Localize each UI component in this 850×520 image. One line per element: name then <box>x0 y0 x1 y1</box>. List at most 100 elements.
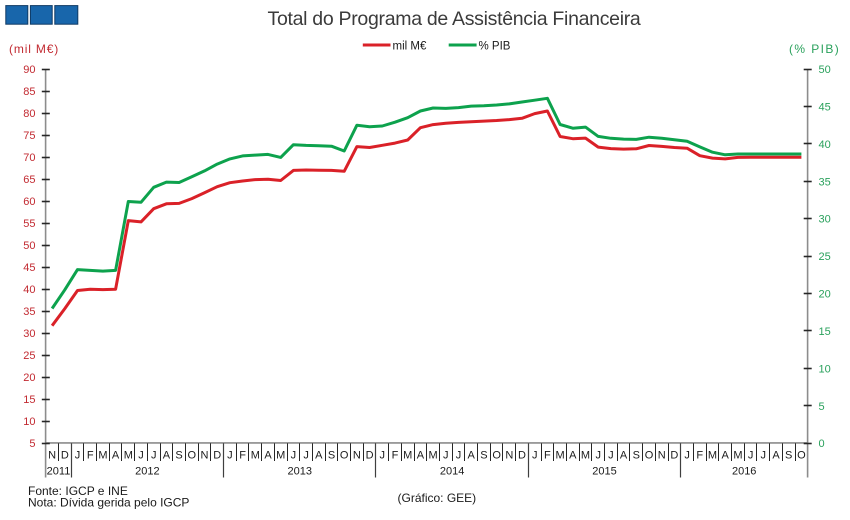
svg-text:2016: 2016 <box>732 466 756 478</box>
svg-text:J: J <box>380 450 386 462</box>
svg-text:65: 65 <box>23 174 35 186</box>
svg-text:M: M <box>581 450 590 462</box>
svg-text:45: 45 <box>819 102 831 114</box>
svg-text:D: D <box>213 450 221 462</box>
svg-text:2012: 2012 <box>135 466 159 478</box>
svg-text:20: 20 <box>819 289 831 301</box>
svg-text:M: M <box>276 450 285 462</box>
svg-text:Fonte: IGCP e INE: Fonte: IGCP e INE <box>28 484 128 498</box>
svg-text:A: A <box>569 450 577 462</box>
svg-text:0: 0 <box>819 438 825 450</box>
svg-text:S: S <box>480 450 487 462</box>
svg-text:O: O <box>188 450 197 462</box>
svg-text:25: 25 <box>819 251 831 263</box>
svg-text:J: J <box>151 450 157 462</box>
svg-text:N: N <box>48 450 56 462</box>
svg-text:A: A <box>163 450 171 462</box>
svg-text:N: N <box>201 450 209 462</box>
svg-text:D: D <box>366 450 374 462</box>
svg-text:J: J <box>138 450 144 462</box>
svg-text:O: O <box>340 450 349 462</box>
svg-text:40: 40 <box>23 284 35 296</box>
svg-text:O: O <box>645 450 654 462</box>
svg-text:Total do Programa de Assistênc: Total do Programa de Assistência Finance… <box>268 8 641 30</box>
svg-text:A: A <box>722 450 730 462</box>
svg-text:N: N <box>353 450 361 462</box>
svg-text:(% PIB): (% PIB) <box>789 42 840 56</box>
svg-text:F: F <box>544 450 551 462</box>
svg-text:D: D <box>518 450 526 462</box>
svg-text:10: 10 <box>819 363 831 375</box>
svg-text:35: 35 <box>23 306 35 318</box>
svg-text:70: 70 <box>23 152 35 164</box>
svg-text:A: A <box>112 450 120 462</box>
svg-text:2011: 2011 <box>47 466 71 478</box>
svg-text:90: 90 <box>23 64 35 76</box>
svg-text:J: J <box>303 450 309 462</box>
svg-text:M: M <box>124 450 133 462</box>
svg-text:J: J <box>443 450 449 462</box>
svg-text:50: 50 <box>23 240 35 252</box>
svg-text:A: A <box>468 450 476 462</box>
svg-text:J: J <box>291 450 297 462</box>
svg-text:M: M <box>251 450 260 462</box>
svg-text:2013: 2013 <box>288 466 312 478</box>
svg-text:5: 5 <box>29 438 35 450</box>
svg-text:F: F <box>696 450 703 462</box>
svg-text:J: J <box>748 450 754 462</box>
svg-text:20: 20 <box>23 372 35 384</box>
svg-text:N: N <box>505 450 513 462</box>
svg-text:J: J <box>595 450 601 462</box>
svg-text:M: M <box>556 450 565 462</box>
svg-text:75: 75 <box>23 130 35 142</box>
svg-text:O: O <box>492 450 501 462</box>
svg-text:M: M <box>98 450 107 462</box>
svg-text:M: M <box>429 450 438 462</box>
svg-text:J: J <box>684 450 690 462</box>
svg-text:55: 55 <box>23 218 35 230</box>
svg-text:(Gráfico: GEE): (Gráfico: GEE) <box>398 491 477 505</box>
svg-text:10: 10 <box>23 416 35 428</box>
svg-text:F: F <box>392 450 399 462</box>
svg-text:5: 5 <box>819 401 825 413</box>
svg-text:J: J <box>75 450 81 462</box>
svg-text:S: S <box>633 450 640 462</box>
svg-text:N: N <box>658 450 666 462</box>
svg-text:J: J <box>227 450 233 462</box>
svg-text:J: J <box>608 450 614 462</box>
svg-text:F: F <box>87 450 94 462</box>
svg-text:M: M <box>733 450 742 462</box>
svg-text:(mil M€): (mil M€) <box>9 42 59 56</box>
svg-text:A: A <box>620 450 628 462</box>
svg-text:40: 40 <box>819 139 831 151</box>
svg-text:mil M€: mil M€ <box>393 41 427 53</box>
svg-text:F: F <box>239 450 246 462</box>
svg-text:2015: 2015 <box>592 466 616 478</box>
svg-text:M: M <box>708 450 717 462</box>
svg-text:80: 80 <box>23 108 35 120</box>
svg-text:M: M <box>403 450 412 462</box>
svg-text:A: A <box>315 450 323 462</box>
svg-text:35: 35 <box>819 176 831 188</box>
svg-text:A: A <box>417 450 425 462</box>
svg-text:45: 45 <box>23 262 35 274</box>
svg-text:J: J <box>761 450 767 462</box>
svg-text:O: O <box>797 450 806 462</box>
svg-text:S: S <box>785 450 792 462</box>
svg-text:Nota: Dívida gerida pelo IGCP: Nota: Dívida gerida pelo IGCP <box>28 496 189 510</box>
svg-text:D: D <box>61 450 69 462</box>
svg-text:30: 30 <box>819 214 831 226</box>
svg-text:60: 60 <box>23 196 35 208</box>
svg-text:D: D <box>670 450 678 462</box>
svg-text:85: 85 <box>23 86 35 98</box>
svg-text:J: J <box>532 450 538 462</box>
svg-text:15: 15 <box>23 394 35 406</box>
svg-text:A: A <box>264 450 272 462</box>
svg-text:25: 25 <box>23 350 35 362</box>
svg-text:S: S <box>328 450 335 462</box>
svg-text:50: 50 <box>819 64 831 76</box>
svg-text:15: 15 <box>819 326 831 338</box>
svg-text:S: S <box>175 450 182 462</box>
svg-text:A: A <box>772 450 780 462</box>
svg-text:2014: 2014 <box>440 466 464 478</box>
